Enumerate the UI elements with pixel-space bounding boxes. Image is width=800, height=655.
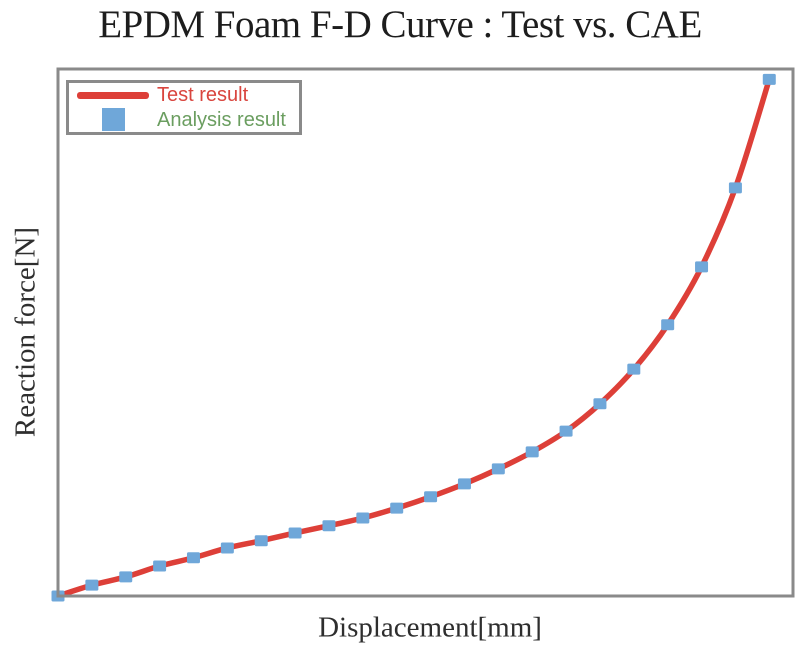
y-axis-label: Reaction force[N] bbox=[9, 226, 42, 438]
legend-item-test-result: Test result bbox=[69, 83, 299, 108]
test-result-line-swatch bbox=[77, 91, 149, 99]
legend-label-test-result: Test result bbox=[157, 84, 249, 107]
legend-item-analysis-result: Analysis result bbox=[69, 108, 299, 133]
plot-background bbox=[58, 69, 793, 596]
legend: Test result Analysis result bbox=[66, 80, 302, 135]
x-axis-label: Displacement[mm] bbox=[318, 611, 542, 644]
analysis-result-square-swatch bbox=[101, 108, 125, 132]
chart-title: EPDM Foam F-D Curve : Test vs. CAE bbox=[98, 3, 702, 46]
plot-border bbox=[56, 67, 795, 598]
analysis-result-markers bbox=[51, 73, 776, 602]
legend-label-analysis-result: Analysis result bbox=[157, 108, 286, 131]
